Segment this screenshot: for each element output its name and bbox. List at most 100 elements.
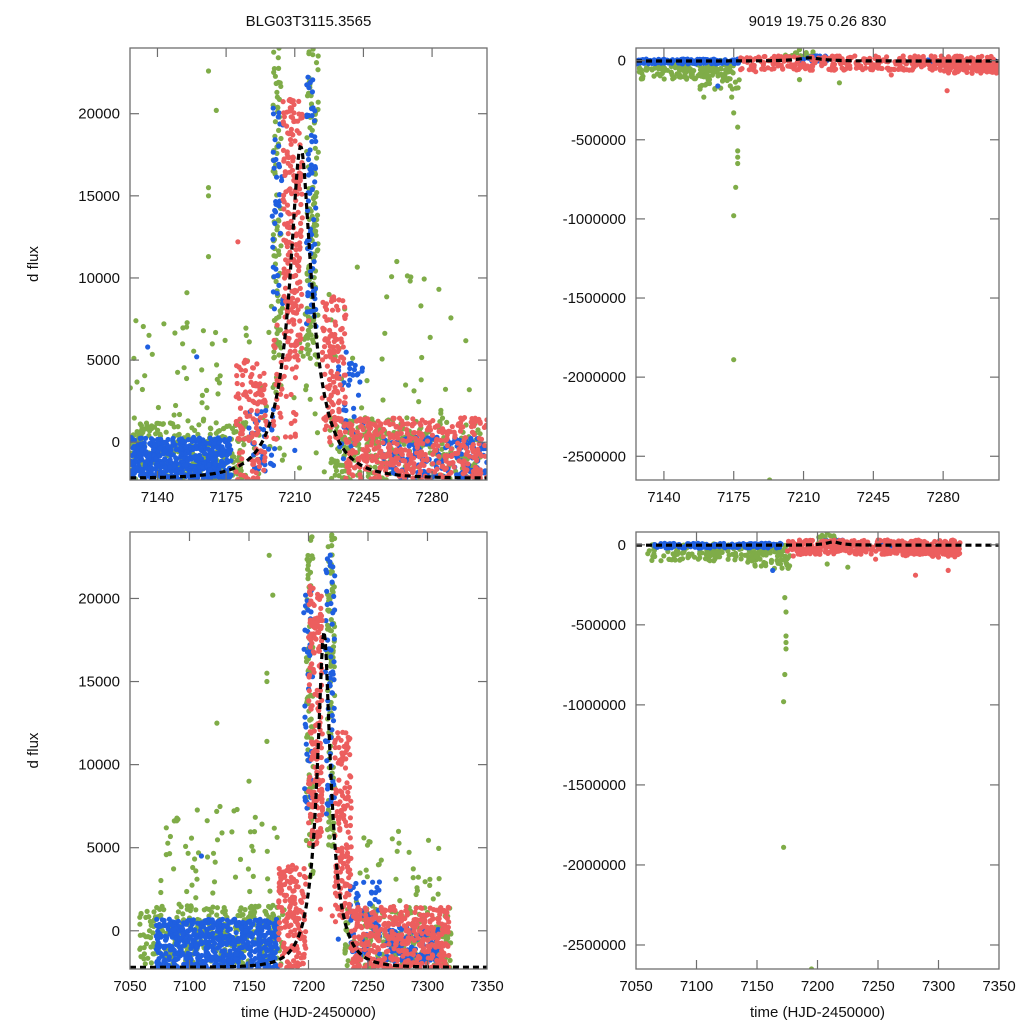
data-point bbox=[448, 440, 454, 446]
data-point bbox=[173, 402, 179, 409]
data-point bbox=[174, 815, 180, 821]
data-point bbox=[293, 247, 299, 253]
data-point bbox=[327, 343, 333, 349]
data-point bbox=[847, 54, 853, 61]
data-point bbox=[147, 441, 153, 447]
data-point bbox=[397, 898, 403, 904]
data-point bbox=[288, 342, 294, 348]
data-point bbox=[276, 327, 282, 334]
data-point bbox=[961, 62, 967, 68]
data-point bbox=[458, 424, 464, 430]
data-point bbox=[388, 456, 395, 462]
data-point bbox=[406, 443, 412, 449]
data-point bbox=[163, 943, 169, 949]
panel-title: 9019 19.75 0.26 830 bbox=[749, 13, 887, 30]
data-point bbox=[158, 877, 164, 884]
data-point bbox=[435, 891, 441, 897]
data-point bbox=[351, 414, 357, 420]
data-point bbox=[175, 369, 181, 375]
data-point bbox=[327, 348, 333, 354]
data-point bbox=[759, 66, 765, 72]
data-point bbox=[276, 143, 282, 149]
data-point bbox=[884, 54, 890, 60]
data-point bbox=[196, 438, 202, 444]
data-point bbox=[292, 348, 298, 354]
data-point bbox=[281, 237, 287, 243]
data-point bbox=[331, 379, 337, 385]
data-point bbox=[337, 448, 343, 455]
data-point bbox=[327, 354, 334, 360]
data-point bbox=[321, 344, 328, 350]
data-point bbox=[436, 428, 442, 434]
data-point bbox=[276, 65, 282, 71]
data-point bbox=[305, 351, 311, 357]
data-point bbox=[209, 917, 215, 923]
data-point bbox=[810, 63, 816, 69]
data-point bbox=[289, 131, 295, 137]
data-point bbox=[746, 67, 752, 73]
data-point bbox=[155, 404, 161, 411]
data-point bbox=[342, 945, 348, 951]
data-point bbox=[214, 905, 220, 911]
data-point bbox=[130, 467, 136, 473]
data-point bbox=[312, 165, 319, 171]
data-point-outlier bbox=[292, 447, 298, 453]
panel-top-left: 7140 7175 7210 7245 728005000100001500020000… bbox=[25, 13, 488, 506]
data-point bbox=[369, 457, 375, 464]
data-point bbox=[394, 848, 400, 854]
data-point bbox=[380, 452, 386, 458]
data-point bbox=[144, 908, 150, 915]
data-point bbox=[315, 99, 321, 105]
data-point bbox=[410, 469, 416, 475]
y-tick-label: -2000000 bbox=[563, 369, 626, 386]
data-point-outlier bbox=[292, 418, 298, 424]
data-point bbox=[398, 446, 404, 452]
data-point bbox=[278, 135, 284, 142]
data-point bbox=[211, 879, 218, 885]
data-point bbox=[150, 466, 156, 472]
data-point bbox=[421, 276, 427, 282]
data-point bbox=[312, 179, 318, 185]
data-point bbox=[379, 464, 385, 470]
data-point bbox=[411, 388, 417, 394]
data-point bbox=[678, 67, 685, 73]
data-point bbox=[228, 458, 234, 464]
panel-bottom-left: 7050 7100 7150 7200 7250 7300 7350050001000015… bbox=[25, 531, 504, 1021]
data-point bbox=[266, 914, 272, 920]
data-point bbox=[184, 888, 190, 895]
data-point bbox=[415, 874, 421, 880]
data-point bbox=[262, 923, 269, 929]
data-point bbox=[325, 607, 331, 613]
data-point bbox=[262, 454, 268, 461]
data-point bbox=[215, 963, 221, 969]
data-point bbox=[310, 337, 316, 343]
data-point bbox=[194, 876, 200, 882]
data-point bbox=[304, 346, 310, 352]
data-point bbox=[175, 424, 181, 430]
data-point bbox=[310, 868, 316, 875]
data-point bbox=[638, 67, 644, 73]
data-point bbox=[184, 324, 190, 330]
data-point bbox=[271, 422, 277, 428]
data-point bbox=[340, 344, 346, 350]
data-point bbox=[171, 866, 177, 872]
data-point bbox=[253, 392, 259, 398]
data-point bbox=[396, 840, 402, 846]
data-point bbox=[246, 425, 252, 431]
data-point bbox=[272, 137, 278, 143]
data-point bbox=[299, 345, 305, 351]
data-point bbox=[191, 454, 197, 460]
data-point bbox=[249, 434, 255, 440]
data-point bbox=[307, 569, 314, 576]
data-point bbox=[163, 429, 169, 435]
data-point bbox=[246, 437, 252, 443]
data-point bbox=[439, 464, 445, 470]
data-point bbox=[233, 930, 239, 936]
data-point bbox=[475, 446, 481, 452]
data-point bbox=[184, 375, 190, 382]
data-point bbox=[307, 355, 313, 361]
data-point bbox=[920, 56, 927, 62]
data-point bbox=[329, 307, 336, 313]
data-point bbox=[347, 462, 353, 469]
data-point bbox=[265, 876, 271, 882]
